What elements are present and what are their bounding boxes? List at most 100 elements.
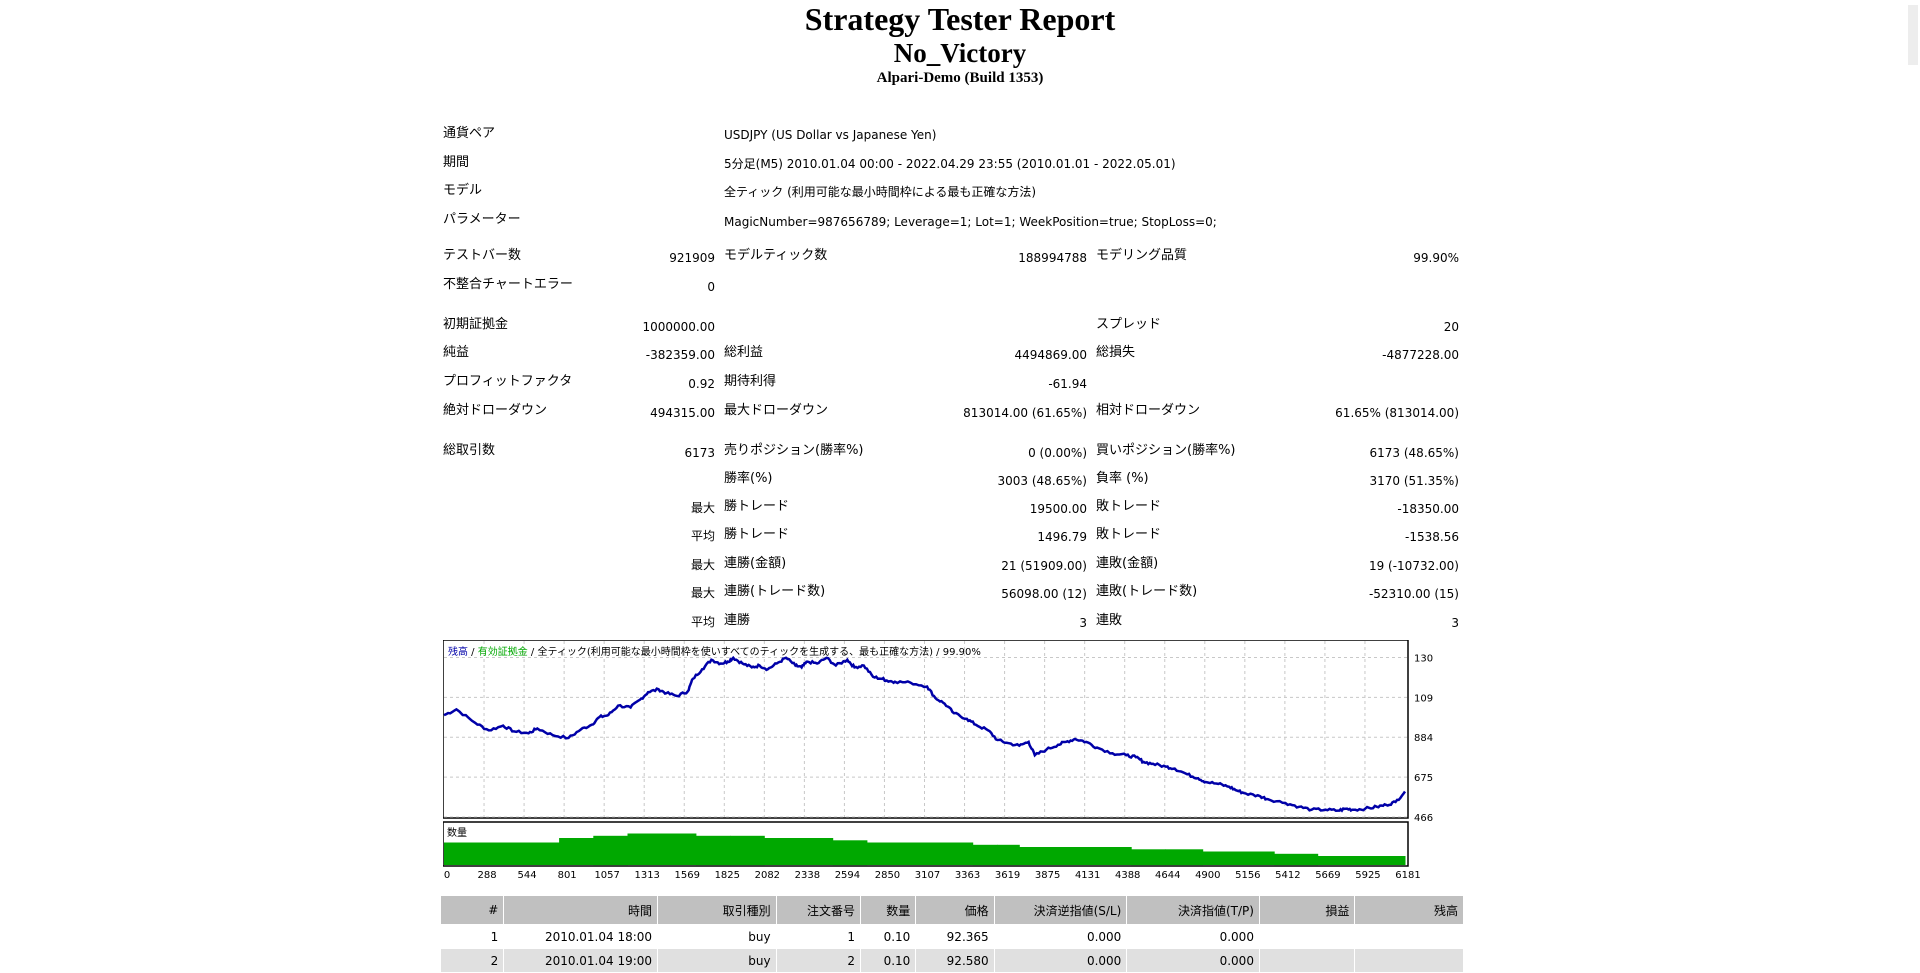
y-tick-label: 466719	[1414, 813, 1433, 824]
stat-label: 勝トレード	[724, 499, 790, 514]
volume-bar	[444, 842, 482, 865]
table-row: 1 2010.01.04 18:00 buy 1 0.10 92.365 0.0…	[439, 924, 1464, 949]
volume-bar	[1317, 856, 1362, 865]
x-tick-label: 5412	[1275, 870, 1300, 880]
stat-label: 総損失	[1096, 345, 1136, 360]
stat-value: 3003 (48.65%)	[997, 474, 1087, 488]
stat-value: -1538.56	[1405, 530, 1459, 544]
volume-bar	[730, 835, 765, 866]
x-tick-label: 3875	[1035, 870, 1060, 880]
volume-bar	[1059, 847, 1095, 865]
legend: 残高 / 有効証拠金 / 全ティック(利用可能な最小時間枠を使いすべてのティック…	[448, 645, 981, 658]
col-header: #	[439, 895, 505, 925]
x-tick-label: 288	[477, 870, 496, 880]
setting-label: 期間	[443, 155, 470, 170]
volume-bar	[559, 838, 594, 865]
legend-balance: 残高	[448, 645, 468, 658]
stat-value: 56098.00 (12)	[1001, 587, 1087, 601]
stat-label: 不整合チャートエラー	[443, 277, 573, 292]
x-tick-label: 3363	[955, 870, 980, 880]
stat-prefix: 最大	[690, 586, 715, 600]
legend-separator: /	[468, 647, 478, 658]
setting-label: 通貨ペア	[443, 126, 496, 141]
stat-label: 相対ドローダウン	[1096, 403, 1201, 418]
col-header: 残高	[1354, 895, 1464, 925]
stat-label: 敗トレード	[1096, 499, 1162, 514]
y-axis-ticks: 1301942 1093136 884330 675525 466719	[1414, 653, 1433, 824]
scrollbar-thumb[interactable]	[1908, 5, 1918, 65]
stat-value: 188994788	[1018, 251, 1087, 265]
stat-label: 連勝(トレード数)	[724, 584, 826, 599]
volume-bars	[444, 833, 1406, 866]
volume-bar	[524, 842, 560, 865]
volume-bar	[933, 842, 974, 865]
table-cell: 92.365	[915, 924, 995, 949]
col-header: 価格	[915, 895, 995, 925]
stat-value: 21 (51909.00)	[1001, 559, 1087, 573]
stat-label: 連勝	[724, 613, 751, 628]
stat-value: 813014.00 (61.65%)	[963, 406, 1087, 420]
report-title: Strategy Tester Report	[804, 1, 1116, 37]
y-tick-label: 1301942	[1414, 653, 1433, 664]
stat-value: 0.92	[688, 377, 715, 391]
volume-bar	[1131, 849, 1166, 866]
col-header: 決済逆指値(S/L)	[993, 895, 1128, 925]
stat-value: 0 (0.00%)	[1028, 446, 1087, 460]
stat-prefix: 平均	[690, 529, 715, 543]
col-header: 数量	[860, 895, 917, 925]
x-tick-label: 3107	[915, 870, 940, 880]
stat-value: 1496.79	[1037, 530, 1087, 544]
stat-value: 19 (-10732.00)	[1368, 559, 1459, 573]
volume-bar	[661, 833, 697, 865]
x-axis-ticks: 0 288 544 801 1057 1313 1569 1825 2082 2338 2594 28…	[444, 870, 1421, 880]
stat-value: -382359.00	[645, 348, 715, 362]
volume-bar	[1165, 849, 1204, 866]
table-cell	[1354, 924, 1464, 949]
table-cell	[1258, 924, 1356, 949]
stat-value: 19500.00	[1029, 502, 1087, 516]
setting-label: モデル	[443, 183, 483, 198]
stat-prefix: 最大	[690, 558, 715, 572]
table-cell: 1	[775, 924, 862, 949]
legend-quality: 99.90%	[943, 647, 981, 658]
x-tick-label: 4644	[1155, 870, 1180, 880]
stat-value: 20	[1443, 320, 1459, 334]
stat-value: 3	[1079, 616, 1087, 630]
volume-bar	[832, 840, 868, 866]
volume-bar	[627, 833, 663, 865]
balance-plot-frame	[443, 640, 1409, 819]
setting-value: USDJPY (US Dollar vs Japanese Yen)	[724, 128, 937, 142]
stat-value: 99.90%	[1413, 251, 1459, 265]
stat-label: 連敗	[1096, 613, 1123, 628]
stat-value: 6173 (48.65%)	[1369, 446, 1459, 460]
x-tick-label: 1313	[634, 870, 659, 880]
stat-value: 494315.00	[650, 406, 715, 420]
col-header: 注文番号	[775, 895, 862, 925]
stat-value: 6173	[684, 446, 715, 460]
volume-bar	[1093, 847, 1132, 865]
legend-separator: /	[933, 647, 943, 658]
x-tick-label: 5925	[1355, 870, 1380, 880]
stat-value: 0	[707, 280, 715, 294]
x-tick-label: 544	[518, 870, 537, 880]
balance-series-line	[443, 655, 1407, 813]
stat-label: 純益	[443, 345, 470, 360]
x-tick-label: 2850	[875, 870, 900, 880]
stat-label: 初期証拠金	[443, 317, 509, 332]
y-tick-label: 884330	[1414, 733, 1433, 744]
stat-label: モデリング品質	[1096, 248, 1188, 263]
x-tick-label: 6181	[1395, 870, 1420, 880]
volume-bar	[1361, 856, 1406, 865]
col-header: 取引種別	[657, 895, 777, 925]
volume-bar	[1019, 847, 1061, 865]
table-header-row: # 時間 取引種別 注文番号 数量 価格 決済逆指値(S/L) 決済指値(T/P…	[439, 895, 1464, 925]
setting-label: パラメーター	[443, 212, 521, 227]
x-tick-label: 1825	[715, 870, 740, 880]
volume-bar	[866, 842, 902, 865]
volume-bar	[798, 838, 834, 865]
table-cell: 0.10	[860, 924, 917, 949]
stat-value: -61.94	[1048, 377, 1087, 391]
expert-name: No_Victory	[893, 38, 1027, 68]
volume-bar	[901, 842, 935, 865]
server-name: Alpari-Demo (Build 1353)	[876, 70, 1044, 86]
